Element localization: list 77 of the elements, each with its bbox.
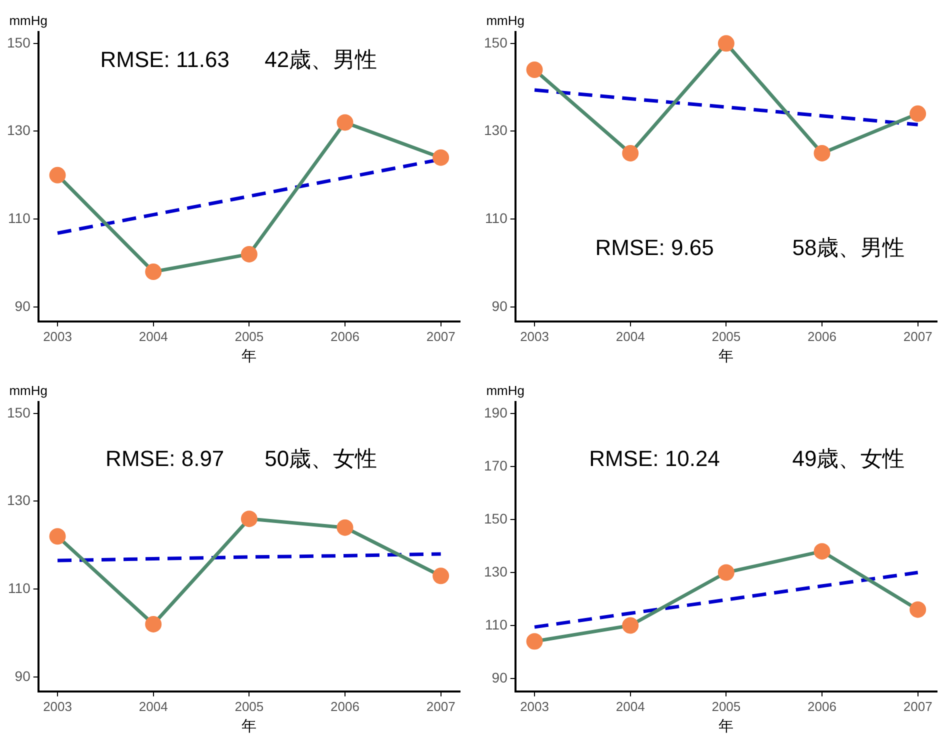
- x-axis-title: 年: [718, 716, 734, 735]
- point: [814, 543, 830, 560]
- x-tick-label: 2007: [426, 328, 456, 344]
- line-series: [56, 552, 443, 562]
- point: [145, 264, 162, 280]
- x-tick-label: 2004: [616, 328, 645, 344]
- y-tick-label: 150: [7, 404, 31, 420]
- y-tick-label: 150: [484, 510, 508, 526]
- line-series: [532, 570, 920, 629]
- y-tick-label: 90: [492, 669, 508, 686]
- y-axis-title: mmHg: [9, 13, 48, 28]
- x-tick-label: 2003: [43, 698, 72, 714]
- annotation: RMSE: 10.24: [589, 446, 720, 471]
- y-tick-label: 170: [484, 457, 508, 474]
- point: [526, 633, 543, 650]
- point: [718, 564, 734, 581]
- point: [622, 144, 639, 162]
- x-tick-label: 2007: [426, 698, 456, 714]
- point: [336, 114, 354, 131]
- annotation: 58歳、男性: [792, 235, 905, 260]
- x-tick-label: 2005: [234, 328, 264, 344]
- y-tick-label: 130: [7, 492, 31, 508]
- x-axis-title: 年: [718, 346, 734, 365]
- point: [49, 528, 66, 545]
- x-axis-title: 年: [242, 716, 257, 735]
- x-tick-label: 2007: [903, 328, 932, 344]
- y-tick-label: 150: [484, 34, 508, 50]
- y-tick-label: 90: [14, 298, 31, 314]
- y-axis-title: mmHg: [486, 13, 524, 28]
- x-tick-label: 2005: [234, 698, 264, 714]
- x-tick-label: 2004: [138, 698, 168, 714]
- y-tick-label: 130: [484, 122, 508, 138]
- x-tick-label: 2003: [520, 698, 549, 714]
- y-axis-title: mmHg: [486, 383, 524, 398]
- point: [145, 616, 162, 632]
- annotation: 49歳、女性: [792, 446, 905, 471]
- point: [526, 62, 543, 78]
- y-tick-label: 90: [14, 668, 31, 684]
- x-tick-label: 2006: [808, 698, 836, 714]
- x-axis-title: 年: [242, 346, 257, 365]
- x-tick-label: 2004: [138, 328, 168, 344]
- annotation: RMSE: 11.63: [100, 47, 230, 72]
- y-tick-label: 150: [7, 34, 31, 50]
- x-tick-label: 2006: [330, 698, 360, 714]
- annotation: RMSE: 9.65: [595, 235, 714, 260]
- point: [910, 601, 926, 618]
- x-tick-label: 2003: [520, 328, 549, 344]
- x-tick-label: 2007: [903, 698, 932, 714]
- x-tick-label: 2006: [808, 328, 836, 344]
- point: [814, 144, 830, 162]
- y-tick-label: 130: [484, 563, 508, 580]
- x-tick-label: 2003: [43, 328, 72, 344]
- point: [432, 568, 450, 584]
- y-tick-label: 190: [484, 404, 508, 421]
- annotation: RMSE: 8.97: [106, 446, 224, 471]
- y-tick-label: 110: [485, 616, 508, 632]
- y-tick-label: 90: [492, 298, 508, 314]
- point: [49, 166, 66, 184]
- y-tick-label: 110: [8, 580, 31, 596]
- annotation: 42歳、男性: [264, 47, 378, 72]
- point: [240, 246, 258, 262]
- annotation: 50歳、女性: [264, 446, 378, 471]
- y-tick-label: 110: [485, 210, 508, 226]
- point: [622, 617, 639, 634]
- x-tick-label: 2004: [616, 698, 645, 714]
- x-tick-label: 2006: [330, 328, 360, 344]
- line-series: [532, 88, 920, 126]
- y-tick-label: 110: [8, 210, 31, 226]
- point: [240, 510, 258, 528]
- y-tick-label: 130: [7, 122, 31, 138]
- point: [910, 105, 926, 122]
- point: [718, 35, 734, 52]
- x-tick-label: 2005: [712, 698, 741, 714]
- point: [432, 149, 450, 166]
- x-tick-label: 2005: [712, 328, 741, 344]
- y-axis-title: mmHg: [9, 383, 48, 398]
- point: [336, 519, 354, 536]
